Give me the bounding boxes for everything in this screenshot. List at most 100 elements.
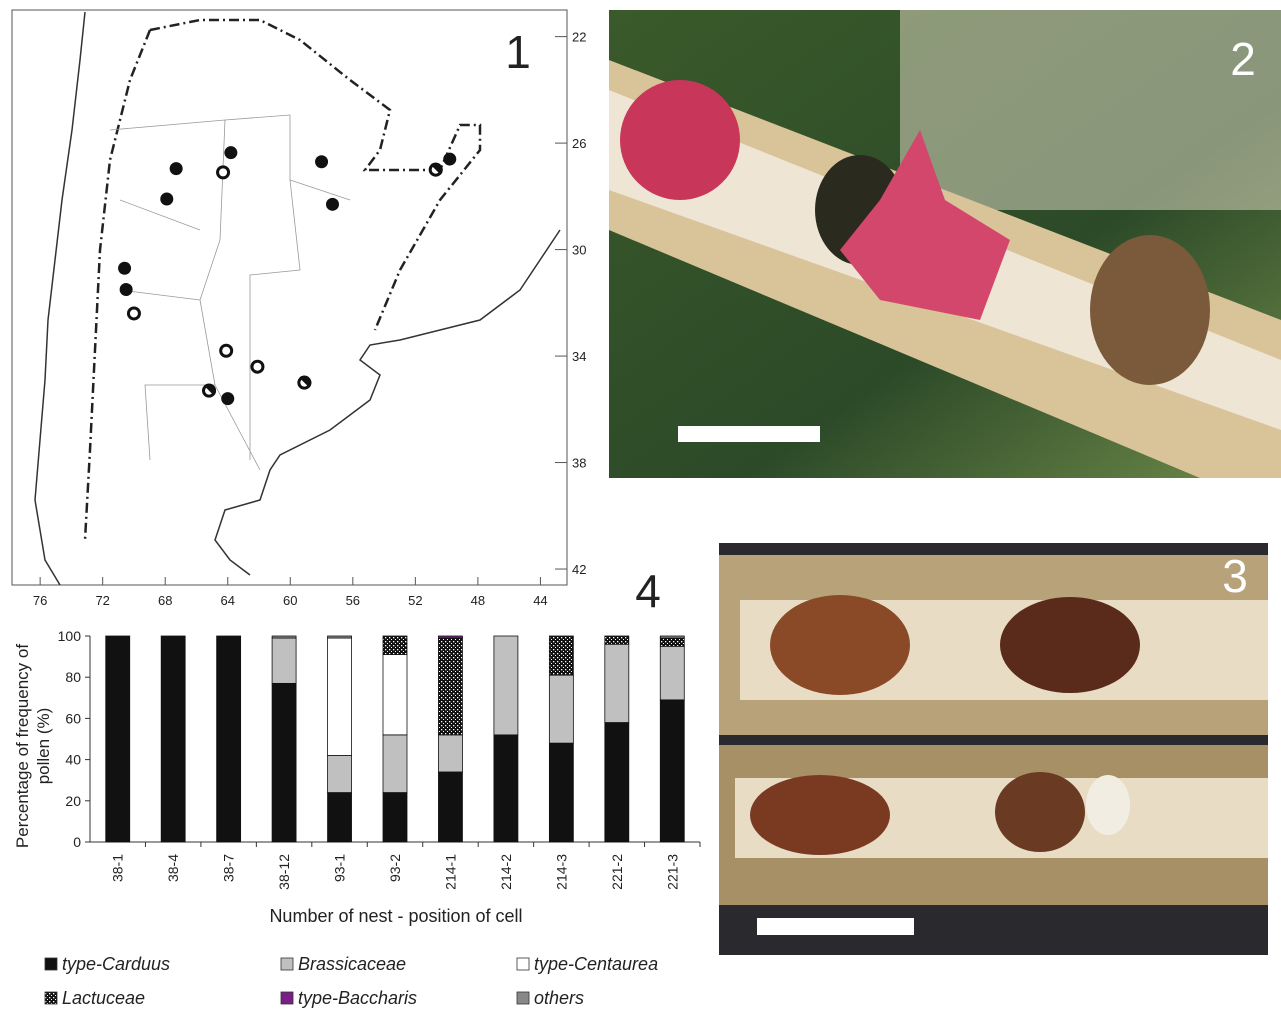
pollen-mass	[750, 775, 890, 855]
bar-segment	[328, 636, 352, 638]
bar-segment	[438, 636, 462, 638]
x-tick-label: 38-4	[165, 854, 181, 882]
pollen-mass	[1000, 597, 1140, 693]
map-x-tick-label: 60	[283, 593, 297, 608]
map-x-tick-label: 64	[221, 593, 235, 608]
pollen-mass	[995, 772, 1085, 852]
legend-swatch	[281, 992, 293, 1004]
bar-segment	[328, 793, 352, 842]
panel-label: 3	[1222, 550, 1248, 602]
site-marker	[224, 146, 237, 159]
bar-segment	[328, 755, 352, 792]
map-y-tick-label: 42	[572, 562, 586, 577]
bar-segment	[605, 723, 629, 842]
legend-label: type-Carduus	[62, 954, 170, 974]
y-axis-title: Percentage of frequency of pollen (%)	[12, 631, 54, 861]
map-y-tick-label: 26	[572, 136, 586, 151]
bar-segment	[383, 735, 407, 793]
map-panel	[12, 10, 567, 585]
panel-label: 4	[635, 565, 661, 617]
x-tick-label: 38-7	[221, 854, 237, 882]
x-tick-label: 38-12	[276, 854, 292, 890]
x-tick-label: 221-2	[609, 854, 625, 890]
x-axis-title: Number of nest - position of cell	[269, 906, 522, 926]
map-y-tick-label: 22	[572, 30, 586, 45]
bar-segment	[494, 636, 518, 735]
legend-label: type-Baccharis	[298, 988, 417, 1008]
bar-segment	[438, 735, 462, 772]
legend-label: type-Centaurea	[534, 954, 658, 974]
bar-segment	[106, 636, 130, 842]
pollen-mass	[770, 595, 910, 695]
y-tick-label: 80	[65, 669, 81, 685]
bar-segment	[549, 636, 573, 675]
figure-page: 1 2 3 4 Number of nest - position of cel…	[0, 0, 1281, 1010]
y-tick-label: 0	[73, 834, 81, 850]
bar-segment	[272, 638, 296, 683]
x-tick-label: 214-3	[553, 854, 569, 890]
bar-segment	[272, 683, 296, 842]
site-marker	[160, 193, 173, 206]
y-tick-label: 20	[65, 793, 81, 809]
map-y-tick-label: 30	[572, 243, 586, 258]
site-marker	[443, 153, 456, 166]
x-tick-label: 214-1	[442, 854, 458, 890]
legend-swatch	[517, 958, 529, 970]
scale-bar	[678, 426, 820, 442]
scale-bar	[757, 918, 914, 935]
bar-segment	[605, 644, 629, 722]
photo-panel-3	[719, 543, 1268, 955]
map-x-tick-label: 44	[533, 593, 547, 608]
bar-segment	[660, 700, 684, 842]
bar-segment	[549, 675, 573, 743]
nest-plug	[1090, 235, 1210, 385]
legend-swatch	[517, 992, 529, 1004]
legend-label: others	[534, 988, 584, 1008]
map-y-tick-label: 34	[572, 349, 586, 364]
y-tick-label: 40	[65, 752, 81, 768]
bar-segment	[660, 638, 684, 646]
y-tick-label: 100	[58, 628, 82, 644]
bar-segment	[328, 638, 352, 755]
x-tick-label: 93-1	[332, 854, 348, 882]
legend-label: Brassicaceae	[298, 954, 406, 974]
map-x-tick-label: 48	[471, 593, 485, 608]
site-marker	[221, 392, 234, 405]
bar-segment	[494, 735, 518, 842]
site-marker	[315, 155, 328, 168]
bar-segment	[660, 646, 684, 700]
site-marker	[221, 345, 232, 356]
x-tick-label: 221-3	[664, 854, 680, 890]
figure: 1 2 3 4 Number of nest - position of cel…	[0, 0, 1281, 1010]
bar-segment	[605, 636, 629, 644]
bar-segment	[383, 655, 407, 735]
map-x-tick-label: 76	[33, 593, 47, 608]
x-tick-label: 93-2	[387, 854, 403, 882]
photo-panel-2	[609, 10, 1281, 478]
bar-segment	[217, 636, 241, 842]
site-marker	[218, 167, 229, 178]
map-x-tick-label: 56	[346, 593, 360, 608]
panel-label: 1	[505, 26, 531, 78]
legend-label: Lactuceae	[62, 988, 145, 1008]
x-tick-label: 214-2	[498, 854, 514, 890]
photo-background-light	[900, 10, 1281, 210]
x-tick-label: 38-1	[110, 854, 126, 882]
legend-swatch	[45, 958, 57, 970]
map-x-tick-label: 52	[408, 593, 422, 608]
bar-segment	[549, 743, 573, 842]
site-marker	[120, 283, 133, 296]
bar-segment	[383, 636, 407, 655]
site-marker	[118, 262, 131, 275]
pollen-mass	[620, 80, 740, 200]
legend-swatch	[281, 958, 293, 970]
map-x-tick-label: 72	[95, 593, 109, 608]
site-marker	[128, 308, 139, 319]
site-marker	[252, 361, 263, 372]
map-y-tick-label: 38	[572, 456, 586, 471]
bar-segment	[383, 793, 407, 842]
larva	[1086, 775, 1130, 835]
bar-segment	[660, 636, 684, 638]
bar-segment	[272, 636, 296, 638]
panel-label: 2	[1230, 33, 1256, 85]
